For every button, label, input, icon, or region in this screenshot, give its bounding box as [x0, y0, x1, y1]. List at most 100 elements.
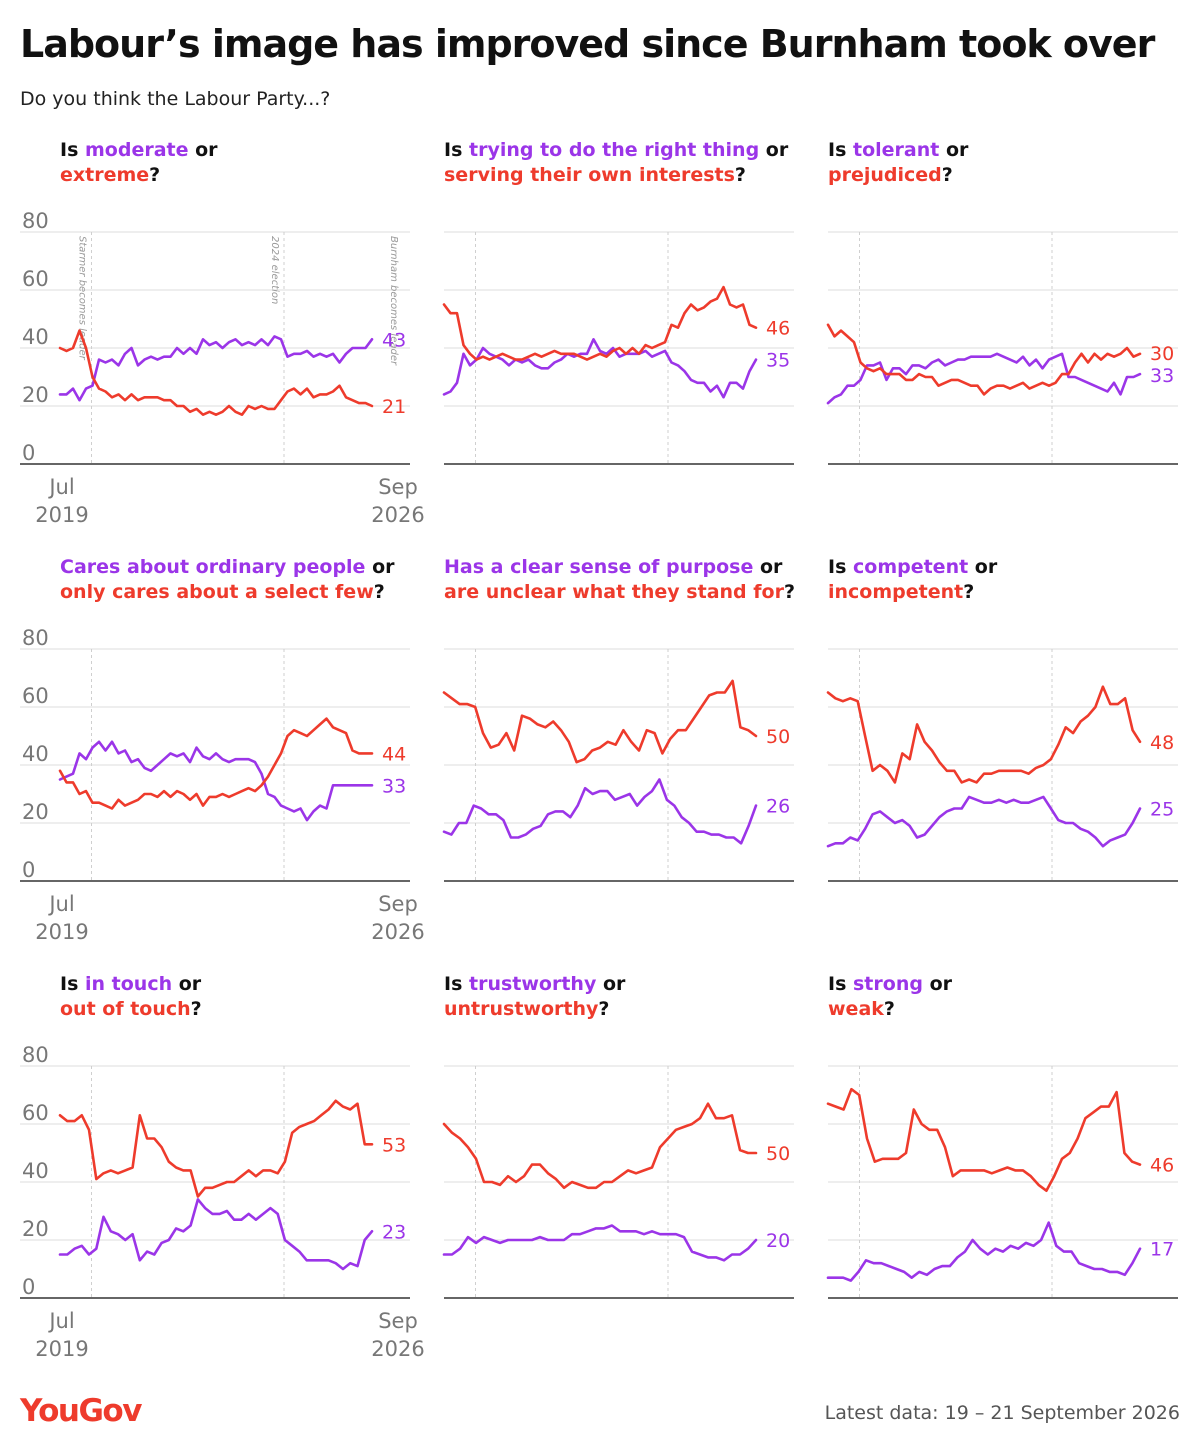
y-tick-label: 60 — [22, 1101, 49, 1125]
panel-title-part: or — [189, 139, 219, 161]
panel-title-line: untrustworthy? — [444, 998, 609, 1020]
series-line-negative — [826, 685, 1142, 784]
end-value-label: 20 — [766, 1230, 790, 1252]
end-value-label: 23 — [382, 1221, 406, 1243]
series-line-negative — [826, 323, 1142, 396]
yougov-logo: YouGov — [20, 1393, 142, 1429]
series-line-positive — [58, 740, 374, 822]
panel-title-line: Has a clear sense of purpose or — [444, 556, 783, 578]
panel-title-part: ? — [735, 164, 746, 186]
y-tick-label: 40 — [22, 742, 49, 766]
event-annotation: Starmer becomes leader — [77, 236, 88, 361]
y-tick-label: 20 — [22, 800, 49, 824]
chart-panel-9: Is strong or weak? 46 17 — [826, 973, 1178, 1299]
panel-title-line: Is tolerant or — [828, 139, 969, 161]
series-line-negative — [58, 329, 374, 417]
panel-title-part: Has a clear sense of purpose — [444, 556, 753, 578]
series-line-positive — [58, 1198, 374, 1271]
chart-panel-8: Is trustworthy or untrustworthy? 50 20 — [442, 973, 794, 1299]
panel-title-part: or — [596, 973, 626, 995]
chart-panel-7: Is in touch or out of touch? 0 20 40 60 80 Jul 2… — [20, 973, 425, 1361]
end-value-label: 50 — [766, 1143, 790, 1165]
series-line-positive — [826, 795, 1142, 848]
end-value-label: 33 — [382, 775, 406, 797]
panel-title-part: tolerant — [853, 139, 939, 161]
panel-title-part: Is — [60, 973, 85, 995]
series-line-negative — [826, 1087, 1142, 1192]
series-line-negative — [58, 717, 374, 810]
series-line-positive — [826, 352, 1142, 405]
chart-panel-4: Cares about ordinary people or only cares… — [20, 556, 425, 944]
panel-title-part: Is — [828, 973, 853, 995]
x-tick-label: Sep — [378, 475, 418, 499]
panel-title-part: or — [172, 973, 202, 995]
x-tick-label: Jul — [47, 475, 74, 499]
panel-title-line: incompetent? — [828, 581, 974, 603]
chart-panel-1: Is moderate or extreme? 0 20 40 60 80 Jul 2019 Se… — [20, 139, 425, 527]
series-line-negative — [58, 1099, 374, 1198]
panel-title-line: Is trying to do the right thing or — [444, 139, 789, 161]
y-tick-label: 40 — [22, 325, 49, 349]
end-value-label: 43 — [382, 329, 406, 351]
panel-title-part: are unclear what they stand for — [444, 581, 785, 603]
y-tick-label: 0 — [22, 858, 35, 882]
panel-title-part: prejudiced — [828, 164, 942, 186]
x-tick-label: Jul — [47, 1309, 74, 1333]
series-line-positive — [58, 335, 374, 402]
y-tick-label: 20 — [22, 383, 49, 407]
panel-title-part: ? — [942, 164, 953, 186]
panel-title-line: only cares about a select few? — [60, 581, 385, 603]
end-value-label: 17 — [1150, 1239, 1174, 1261]
panel-title-part: Is — [444, 973, 469, 995]
end-value-label: 48 — [1150, 732, 1174, 754]
end-value-label: 21 — [382, 396, 406, 418]
x-tick-label: 2026 — [371, 503, 424, 527]
panel-title-part: in touch — [85, 973, 172, 995]
chart-panel-5: Has a clear sense of purpose or are uncle… — [442, 556, 795, 882]
end-value-label: 53 — [382, 1134, 406, 1156]
y-tick-label: 20 — [22, 1217, 49, 1241]
end-value-label: 33 — [1150, 365, 1174, 387]
panel-title-part: only cares about a select few — [60, 581, 374, 603]
x-tick-label: 2026 — [371, 1337, 424, 1361]
end-value-label: 26 — [766, 796, 790, 818]
end-value-label: 25 — [1150, 799, 1174, 821]
event-annotation: Burnham becomes leader — [388, 236, 399, 366]
panel-title-part: or — [968, 556, 998, 578]
y-tick-label: 0 — [22, 1275, 35, 1299]
panel-title-line: extreme? — [60, 164, 160, 186]
x-tick-label: 2026 — [371, 920, 424, 944]
panel-title-part: out of touch — [60, 998, 191, 1020]
y-tick-label: 80 — [22, 1043, 49, 1067]
x-tick-label: Sep — [378, 892, 418, 916]
series-line-positive — [826, 1221, 1142, 1282]
panel-title-part: ? — [963, 581, 974, 603]
panel-title-part: or — [939, 139, 969, 161]
panel-title-line: prejudiced? — [828, 164, 953, 186]
x-tick-label: 2019 — [35, 920, 88, 944]
end-value-label: 30 — [1150, 343, 1174, 365]
panel-title-line: serving their own interests? — [444, 164, 746, 186]
panel-title-part: Is — [828, 139, 853, 161]
y-tick-label: 80 — [22, 626, 49, 650]
panel-title-part: ? — [191, 998, 202, 1020]
end-value-label: 46 — [1150, 1155, 1174, 1177]
end-value-label: 50 — [766, 726, 790, 748]
panel-title-part: ? — [149, 164, 160, 186]
panel-title-line: are unclear what they stand for? — [444, 581, 795, 603]
end-value-label: 46 — [766, 318, 790, 340]
panel-title-part: trying to do the right thing — [469, 139, 759, 161]
panel-title-part: extreme — [60, 164, 149, 186]
y-tick-label: 60 — [22, 684, 49, 708]
panel-title-line: Is strong or — [828, 973, 953, 995]
panel-title-part: or — [753, 556, 783, 578]
panel-title-line: weak? — [828, 998, 895, 1020]
panel-title-part: or — [365, 556, 395, 578]
page-title: Labour’s image has improved since Burnha… — [20, 22, 1155, 66]
panel-title-part: competent — [853, 556, 968, 578]
panel-title-part: or — [759, 139, 789, 161]
panel-title-line: Is trustworthy or — [444, 973, 626, 995]
series-line-positive — [442, 1224, 758, 1262]
